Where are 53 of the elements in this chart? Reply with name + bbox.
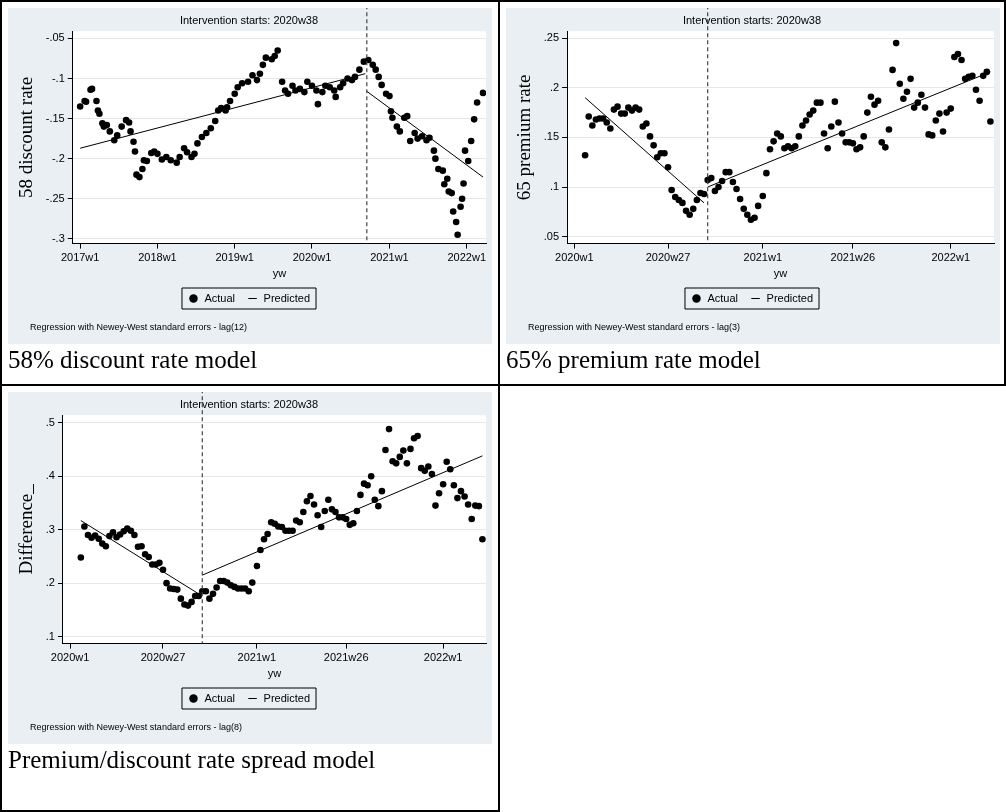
x-tick-label: 2022w1 [447, 251, 487, 264]
x-tick-label: 2021w1 [237, 651, 277, 664]
legend-label: Actual [204, 691, 236, 704]
y-tick-label: .1 [549, 180, 560, 193]
y-tick-label: -.05 [45, 31, 65, 44]
y-tick-label: .2 [549, 80, 560, 93]
y-tick-label: -.1 [51, 71, 65, 84]
x-tick-label: 2019w1 [215, 251, 254, 264]
x-tick-label: 2018w1 [138, 251, 177, 264]
x-tick-label: 2022w1 [931, 251, 971, 264]
y-tick-label: .25 [543, 31, 560, 44]
x-tick-label: 2020w1 [50, 651, 90, 664]
x-tick-label: 2021w1 [743, 251, 783, 264]
legend-label: Predicted [263, 691, 311, 704]
text: 58% discount rate model [8, 346, 258, 374]
y-tick-label: .2 [45, 576, 55, 589]
y-axis-title: 65 premium rate [513, 74, 535, 201]
x-tick-label: 2020w1 [292, 251, 332, 264]
chart-title: Intervention starts: 2020w38 [682, 13, 822, 26]
x-tick-label: 2021w1 [370, 251, 409, 264]
legend-label: Actual [204, 291, 236, 304]
x-axis-title: yw [773, 267, 788, 280]
y-tick-label: .1 [45, 629, 55, 642]
y-tick-label: .5 [45, 415, 55, 428]
x-axis-title: yw [272, 267, 287, 280]
x-tick-label: 2022w1 [423, 651, 463, 664]
text: 65% premium rate model [506, 346, 761, 374]
x-tick-label: 2020w27 [645, 251, 691, 264]
x-axis-title: yw [267, 667, 282, 680]
text: Regression with Newey-West standard errors - lag(3) [528, 322, 740, 332]
chart-title: Intervention starts: 2020w38 [179, 397, 319, 410]
x-tick-label: 2021w26 [323, 651, 369, 664]
y-tick-label: -.3 [51, 231, 65, 244]
y-tick-label: -.2 [51, 151, 65, 164]
x-tick-label: 2020w1 [555, 251, 594, 264]
x-tick-label: 2017w1 [60, 251, 100, 264]
legend-label: Predicted [263, 291, 311, 304]
y-tick-label: .4 [45, 469, 55, 482]
chart-title: Intervention starts: 2020w38 [179, 13, 319, 26]
y-tick-label: .3 [45, 522, 55, 535]
legend-label: Actual [707, 291, 739, 304]
text: Regression with Newey-West standard errors - lag(12) [30, 322, 247, 332]
x-tick-label: 2020w27 [140, 651, 186, 664]
y-axis-title: Difference_ [15, 483, 37, 575]
y-tick-label: -.25 [45, 191, 65, 204]
legend-label: Predicted [766, 291, 814, 304]
y-axis-title: 58 discount rate [15, 76, 37, 199]
text: Regression with Newey-West standard errors - lag(8) [30, 722, 242, 732]
text: Premium/discount rate spread model [8, 746, 376, 774]
x-tick-label: 2021w26 [830, 251, 876, 264]
y-tick-label: -.15 [45, 111, 65, 124]
y-tick-label: .05 [543, 229, 560, 242]
y-tick-label: .15 [543, 130, 560, 143]
